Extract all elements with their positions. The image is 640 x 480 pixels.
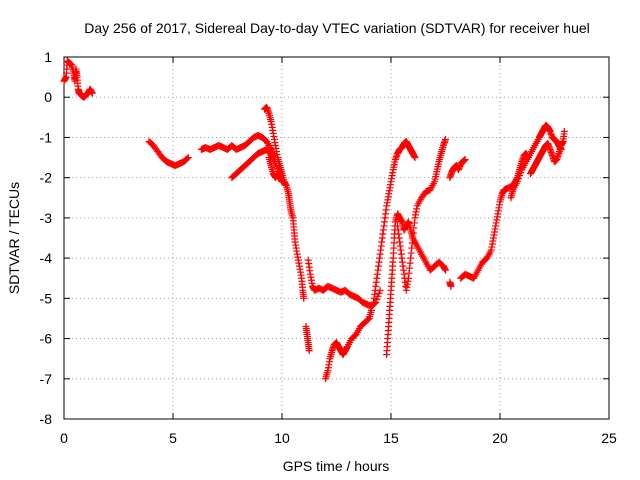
y-tick-label: -3 (40, 210, 53, 226)
y-tick-label: 0 (44, 89, 52, 105)
data-point (442, 266, 449, 274)
data-point (300, 294, 308, 302)
y-tick-label: -1 (40, 129, 53, 145)
x-tick-label: 20 (492, 430, 508, 446)
data-point (88, 89, 96, 97)
y-tick-label: -2 (40, 170, 53, 186)
grid (64, 57, 609, 419)
data-point (367, 306, 375, 314)
plot-frame (63, 56, 610, 420)
y-tick-label: -6 (40, 331, 53, 347)
y-tick-label: -5 (40, 290, 53, 306)
data-point (560, 127, 568, 135)
data-points (60, 57, 568, 383)
data-point (516, 172, 524, 180)
x-tick-label: 5 (169, 430, 177, 446)
data-point (517, 169, 525, 177)
data-point (305, 347, 313, 355)
data-point (461, 156, 469, 164)
data-point (183, 155, 191, 163)
data-point (447, 282, 455, 290)
data-point (411, 154, 419, 162)
y-tick-label: -8 (40, 411, 53, 427)
data-point (513, 178, 521, 186)
ticks: 0 5 10 15 20 25 -8 -7 -6 -5 -4 -3 -2 -1 0 1 (40, 49, 617, 446)
x-axis-label: GPS time / hours (283, 458, 390, 474)
data-point (278, 178, 286, 186)
data-point (515, 175, 523, 183)
data-point (364, 315, 372, 323)
x-tick-label: 25 (601, 430, 617, 446)
data-point (442, 135, 449, 143)
y-tick-label: 1 (44, 49, 52, 65)
y-tick-label: -7 (40, 371, 53, 387)
data-point (184, 154, 192, 162)
data-point (375, 289, 383, 297)
x-tick-label: 10 (274, 430, 290, 446)
chart-title: Day 256 of 2017, Sidereal Day-to-day VTE… (84, 20, 590, 36)
y-axis-label: SDTVAR / TECUs (6, 182, 22, 294)
y-tick-label: -4 (40, 250, 53, 266)
x-tick-label: 15 (383, 430, 399, 446)
x-tick-label: 0 (60, 430, 68, 446)
